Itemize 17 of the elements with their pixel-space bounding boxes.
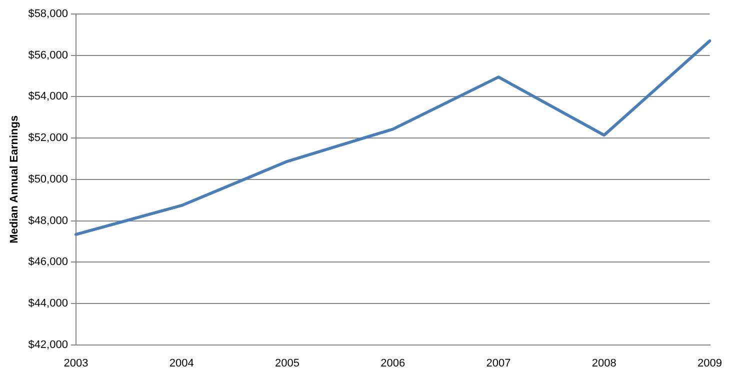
x-tick-label: 2009: [698, 357, 722, 370]
x-tick-label: 2008: [592, 357, 616, 370]
x-tick-label: 2006: [380, 357, 406, 370]
y-tick-label: $54,000: [28, 90, 68, 103]
y-tick-label: $56,000: [28, 49, 68, 62]
x-tick-label: 2003: [64, 357, 88, 370]
y-tick-label: $44,000: [28, 297, 68, 310]
y-tick-label: $52,000: [28, 132, 68, 144]
y-tick-label: $48,000: [28, 214, 68, 227]
y-tick-label: $58,000: [28, 8, 68, 20]
y-tick-label: $46,000: [28, 256, 68, 268]
x-tick-label: 2007: [486, 357, 511, 370]
y-tick-label: $42,000: [28, 338, 68, 351]
x-tick-label: 2004: [169, 357, 194, 370]
y-axis-title: Median Annual Earnings: [8, 115, 21, 244]
y-tick-label: $50,000: [28, 173, 68, 186]
x-tick-label: 2005: [274, 357, 300, 370]
